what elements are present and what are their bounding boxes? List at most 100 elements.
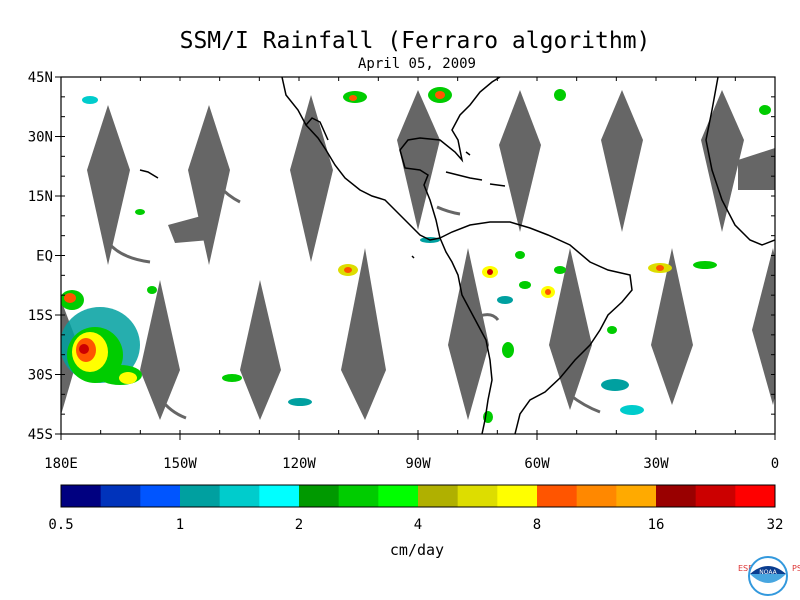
logo-left-letters: ESRL: [738, 564, 759, 573]
swath-gap-layer: [61, 90, 775, 420]
lat-tick-label: 45S: [28, 427, 53, 443]
rain-cell: [79, 344, 89, 354]
colorbar-swatch: [695, 485, 736, 507]
coastline: [281, 77, 441, 241]
lon-tick-label: 180E: [44, 456, 78, 472]
swath-gap: [752, 248, 775, 405]
latitude-axis: 45N 30N 15N EQ 15S 30S 45S: [28, 70, 775, 443]
colorbar-tick-label: 4: [414, 517, 422, 533]
lat-tick-label: 15N: [28, 189, 53, 205]
swath-tail-layer: [106, 183, 601, 420]
colorbar-swatch: [497, 485, 538, 507]
coastline: [465, 151, 471, 156]
lon-tick-label: 30W: [643, 456, 669, 472]
swath-gap: [240, 280, 281, 420]
colorbar-tick-label: 0.5: [48, 517, 73, 533]
rain-cell: [607, 326, 617, 334]
map-title: SSM/I Rainfall (Ferraro algorithm): [179, 28, 651, 54]
rain-cell: [554, 266, 566, 274]
rain-cell: [119, 372, 137, 384]
swath-gap: [738, 148, 775, 190]
swath-gap: [499, 90, 541, 232]
rain-cell: [64, 293, 76, 303]
swath-gap: [140, 280, 180, 420]
colorbar-unit-label: cm/day: [389, 541, 445, 559]
rain-cell: [497, 296, 513, 304]
lon-tick-label: 120W: [282, 456, 316, 472]
swath-tail: [569, 393, 601, 414]
coastline: [445, 171, 483, 181]
rain-cell: [519, 281, 531, 289]
colorbar-swatch: [140, 485, 181, 507]
rain-cell: [759, 105, 771, 115]
lon-tick-label: 0: [771, 456, 779, 472]
coastline: [489, 183, 506, 187]
rain-cell: [487, 269, 493, 275]
rain-cell: [344, 267, 352, 273]
colorbar-swatch: [338, 485, 379, 507]
colorbar-tick-label: 1: [176, 517, 184, 533]
map-date: April 05, 2009: [357, 56, 476, 72]
swath-gap: [341, 248, 386, 420]
colorbar-swatch: [299, 485, 340, 507]
noaa-emblem-icon: NOAA: [748, 556, 788, 596]
swath-gap: [87, 105, 130, 265]
rain-cell: [656, 265, 664, 271]
lat-tick-label: EQ: [36, 249, 53, 265]
lon-tick-label: 90W: [405, 456, 431, 472]
rain-cell: [515, 251, 525, 259]
swath-tail: [158, 397, 187, 420]
rain-cell: [601, 379, 629, 391]
rainfall-layer: [61, 87, 771, 423]
swath-tail: [436, 205, 461, 216]
rain-cell: [693, 261, 717, 269]
swath-tail: [106, 241, 151, 264]
colorbar-swatch: [378, 485, 419, 507]
lat-tick-label: 15S: [28, 308, 53, 324]
swath-gap: [397, 90, 440, 230]
rain-cell: [349, 95, 357, 101]
rain-cell: [620, 405, 644, 415]
colorbar-swatch: [100, 485, 141, 507]
colorbar-frame: [60, 484, 776, 508]
rain-cell: [82, 96, 98, 104]
colorbar-swatch: [61, 485, 102, 507]
swath-gap: [448, 248, 489, 420]
logo-right-letters: PSD: [792, 564, 800, 573]
coastline: [439, 237, 493, 434]
colorbar-tick-label: 8: [533, 517, 541, 533]
colorbar-swatch: [656, 485, 697, 507]
longitude-axis: 180E 150W 120W 90W 60W 30W 0: [44, 77, 779, 472]
lat-tick-label: 30S: [28, 368, 53, 384]
coastline: [305, 117, 329, 141]
lat-tick-label: 30N: [28, 130, 53, 146]
colorbar-swatch: [616, 485, 657, 507]
rain-cell: [135, 209, 145, 215]
colorbar-tick-label: 2: [295, 517, 303, 533]
colorbar-tick-label: 32: [767, 517, 784, 533]
swath-gap: [168, 215, 210, 243]
coastline: [139, 169, 159, 179]
coastline: [439, 221, 633, 434]
rain-cell: [545, 289, 551, 295]
lat-tick-label: 45N: [28, 70, 53, 86]
swath-gap: [701, 90, 744, 232]
swath-gap: [601, 90, 643, 232]
swath-tail: [479, 313, 500, 321]
swath-gap: [188, 105, 230, 265]
colorbar-swatch: [259, 485, 300, 507]
logo-center-text: NOAA: [759, 569, 777, 576]
rain-cell: [147, 286, 157, 294]
swath-gap: [549, 248, 592, 410]
swath-gap: [290, 95, 333, 262]
colorbar-swatch: [576, 485, 617, 507]
rain-cell: [435, 91, 445, 99]
noaa-esrl-logo: ESRL PSD NOAA: [736, 556, 800, 600]
rain-cell: [554, 89, 566, 101]
coastline: [399, 77, 501, 239]
colorbar-swatch: [180, 485, 221, 507]
coastline: [705, 77, 775, 246]
swath-gap: [651, 248, 693, 405]
colorbar-swatch: [457, 485, 498, 507]
